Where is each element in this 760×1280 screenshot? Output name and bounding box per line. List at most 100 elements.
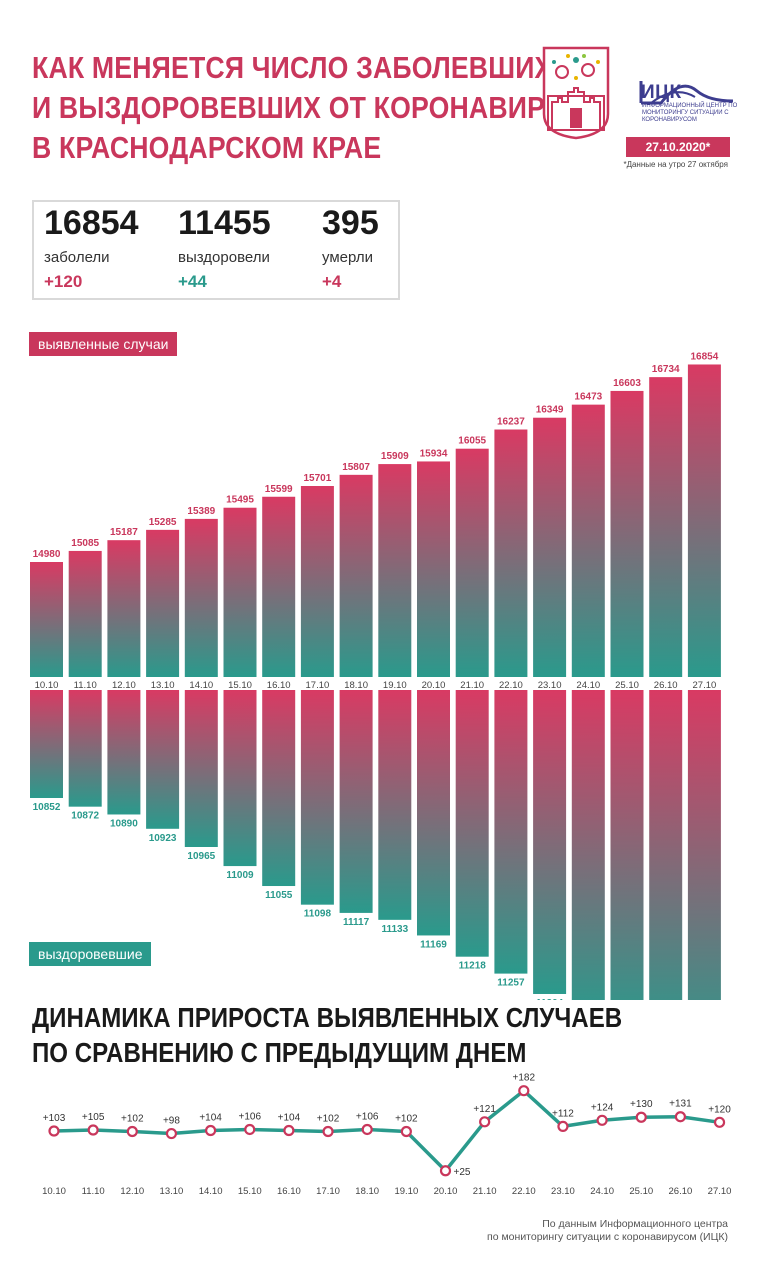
- stat-deaths-delta: +4: [322, 272, 342, 291]
- growth-point: [479, 1116, 491, 1128]
- cases-bar: [107, 540, 141, 677]
- x-tick-label: 16.10: [267, 680, 291, 691]
- x-tick-label: 22.10: [499, 680, 523, 691]
- x-tick-label: 24.10: [576, 680, 600, 691]
- cases-bar: [262, 496, 296, 677]
- recovered-bar: [687, 690, 721, 1000]
- growth-point: [361, 1123, 373, 1136]
- growth-point: [87, 1124, 99, 1136]
- cases-bar: [687, 364, 721, 677]
- growth-x-tick-label: 12.10: [120, 1186, 144, 1197]
- recovered-bar: [533, 690, 567, 994]
- cases-value-label: 15495: [226, 495, 254, 506]
- growth-x-tick-label: 15.10: [238, 1186, 262, 1197]
- recovered-value-label: 11055: [265, 890, 293, 901]
- cases-bar: [30, 562, 63, 677]
- recovered-bar: [339, 690, 373, 913]
- growth-point: [713, 1116, 726, 1128]
- source-line-2: по мониторингу ситуации с коронавирусом …: [487, 1231, 728, 1243]
- growth-x-tick-label: 11.10: [82, 1186, 105, 1197]
- growth-point: [126, 1125, 138, 1138]
- date-badge: 27.10.2020*: [626, 137, 730, 157]
- recovered-value-label: 11169: [420, 939, 447, 950]
- recovered-bar: [184, 690, 218, 847]
- cases-bar: [300, 486, 334, 677]
- x-tick-label: 17.10: [306, 680, 330, 691]
- ick-name: ИЦК: [641, 82, 682, 103]
- source-line-1: По данным Информационного центра: [542, 1218, 728, 1230]
- recovered-bar: [378, 690, 412, 920]
- stat-cases-label: заболели: [44, 249, 110, 266]
- stat-deaths-value: 395: [322, 204, 379, 242]
- growth-title-line-1: ДИНАМИКА ПРИРОСТА ВЫЯВЛЕННЫХ СЛУЧАЕВ: [32, 1002, 623, 1033]
- recovered-bar: [146, 690, 180, 829]
- cases-bar: [378, 464, 412, 677]
- growth-value-label: +104: [278, 1112, 301, 1123]
- growth-section-title: ДИНАМИКА ПРИРОСТА ВЫЯВЛЕННЫХ СЛУЧАЕВ ПО …: [32, 1000, 622, 1070]
- cases-bar: [571, 404, 605, 677]
- cases-bar: [417, 461, 450, 677]
- growth-point: [48, 1125, 60, 1137]
- growth-line: [53, 1088, 720, 1173]
- recovered-bar: [30, 690, 63, 798]
- cases-value-label: 15909: [381, 451, 409, 462]
- growth-x-tick-label: 25.10: [629, 1186, 653, 1197]
- growth-value-label: +124: [591, 1102, 614, 1113]
- coat-of-arms-icon: [542, 46, 610, 140]
- cases-value-label: 16854: [690, 351, 718, 362]
- recovered-bar: [455, 690, 489, 957]
- growth-value-label: +182: [513, 1073, 536, 1084]
- growth-x-tick-label: 18.10: [355, 1186, 379, 1197]
- x-tick-label: 19.10: [383, 680, 407, 691]
- growth-x-tick-label: 10.10: [42, 1186, 66, 1197]
- x-tick-label: 18.10: [344, 680, 368, 691]
- cases-value-label: 15599: [265, 484, 293, 495]
- x-tick-label: 10.10: [35, 680, 59, 691]
- growth-point: [165, 1127, 178, 1140]
- recovered-series-label: выздоровевшие: [29, 942, 152, 966]
- growth-x-tick-label: 20.10: [434, 1186, 458, 1197]
- x-tick-label: 15.10: [228, 680, 252, 691]
- date-note: *Данные на утро 27 октября: [623, 160, 728, 169]
- cases-value-label: 16734: [652, 364, 680, 375]
- cases-value-label: 16349: [536, 405, 564, 416]
- growth-x-tick-label: 26.10: [669, 1186, 693, 1197]
- growth-point: [596, 1114, 608, 1126]
- growth-x-tick-label: 23.10: [551, 1186, 575, 1197]
- cases-value-label: 15934: [420, 448, 448, 459]
- growth-x-tick-label: 17.10: [316, 1186, 340, 1197]
- source-note: По данным Информационного центра по мони…: [487, 1218, 728, 1244]
- growth-point: [635, 1111, 647, 1123]
- growth-value-label: +130: [630, 1099, 653, 1110]
- recovered-value-label: 10872: [71, 811, 99, 822]
- growth-value-label: +98: [163, 1116, 180, 1127]
- cases-value-label: 15389: [187, 506, 215, 517]
- recovered-bar: [68, 690, 102, 807]
- cases-value-label: 14980: [33, 549, 61, 560]
- x-tick-label: 27.10: [693, 680, 717, 691]
- x-tick-label: 25.10: [615, 680, 639, 691]
- cases-bar: [533, 417, 567, 677]
- cases-bar: [455, 448, 489, 677]
- x-tick-label: 13.10: [151, 680, 175, 691]
- growth-value-label: +25: [454, 1167, 471, 1178]
- ick-logo-icon: [639, 81, 734, 105]
- cases-value-label: 15285: [149, 517, 177, 528]
- cases-bar: [649, 377, 683, 677]
- growth-title-line-2: ПО СРАВНЕНИЮ С ПРЕДЫДУЩИМ ДНЕМ: [32, 1037, 527, 1068]
- x-tick-label: 12.10: [112, 680, 136, 691]
- recovered-bar: [417, 690, 450, 936]
- recovered-bar: [649, 690, 683, 1000]
- growth-x-tick-label: 27.10: [708, 1186, 732, 1197]
- cases-value-label: 15085: [71, 538, 99, 549]
- cases-bar: [146, 529, 180, 677]
- cases-series-label: выявленные случаи: [29, 332, 178, 356]
- growth-point: [557, 1120, 569, 1133]
- ick-fullname: ИНФОРМАЦИОННЫЙ ЦЕНТР ПО МОНИТОРИНГУ СИТУ…: [642, 103, 738, 123]
- recovered-value-label: 11257: [497, 978, 525, 989]
- x-tick-label: 11.10: [74, 680, 97, 691]
- x-tick-label: 26.10: [654, 680, 678, 691]
- cases-bar: [339, 474, 373, 677]
- growth-x-tick-label: 13.10: [160, 1186, 184, 1197]
- recovered-value-label: 11218: [459, 961, 487, 972]
